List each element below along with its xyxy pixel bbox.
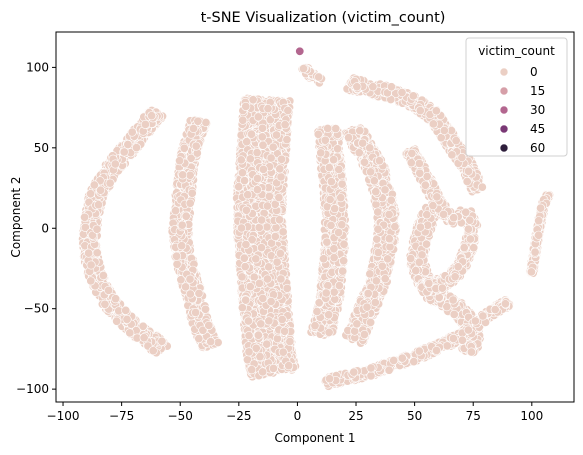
scatter-point — [121, 305, 131, 315]
scatter-point — [139, 333, 149, 343]
scatter-point — [132, 143, 142, 153]
scatter-point — [89, 180, 99, 190]
scatter-point — [179, 143, 189, 153]
scatter-point — [175, 156, 185, 166]
scatter-point — [194, 334, 204, 344]
scatter-point — [187, 188, 197, 198]
scatter-point — [122, 314, 132, 324]
scatter-point — [112, 316, 122, 326]
scatter-point — [206, 337, 216, 347]
scatter-point — [193, 116, 203, 126]
scatter-point — [86, 260, 96, 270]
scatter-point — [84, 248, 94, 258]
scatter-point — [191, 307, 201, 317]
scatter-point — [80, 212, 90, 222]
scatter-point — [185, 198, 195, 208]
scatter-point — [172, 251, 182, 261]
scatter-point — [204, 320, 214, 330]
scatter-point — [177, 220, 187, 230]
scatter-point — [178, 170, 188, 180]
scatter-point — [100, 299, 110, 309]
scatter-point — [157, 336, 167, 346]
scatter-point — [92, 224, 102, 234]
scatter-point — [125, 328, 135, 338]
scatter-point — [127, 127, 137, 137]
scatter-point — [86, 189, 96, 199]
scatter-point — [185, 274, 195, 284]
scatter-point — [140, 119, 150, 129]
scatter-point — [194, 288, 204, 298]
scatter-point — [110, 159, 120, 169]
scatter-point — [189, 124, 199, 134]
scatter-point — [201, 118, 211, 128]
scatter-points — [78, 46, 554, 391]
scatter-point — [171, 206, 181, 216]
scatter-point — [123, 140, 133, 150]
scatter-point — [105, 178, 115, 188]
scatter-point — [86, 276, 96, 286]
scatter-point — [94, 200, 104, 210]
scatter-point — [111, 294, 121, 304]
scatter-point — [177, 241, 187, 251]
chart-title: t-SNE Visualization (victim_count) — [201, 10, 446, 26]
scatter-point — [147, 111, 157, 121]
scatter-point — [119, 147, 129, 157]
scatter-point — [172, 259, 182, 269]
scatter-point — [213, 337, 223, 347]
scatter-point — [181, 282, 191, 292]
scatter-point — [185, 289, 195, 299]
scatter-point — [148, 346, 158, 356]
scatter-point — [191, 141, 201, 151]
scatter-point — [181, 211, 191, 221]
scatter-point — [98, 270, 108, 280]
